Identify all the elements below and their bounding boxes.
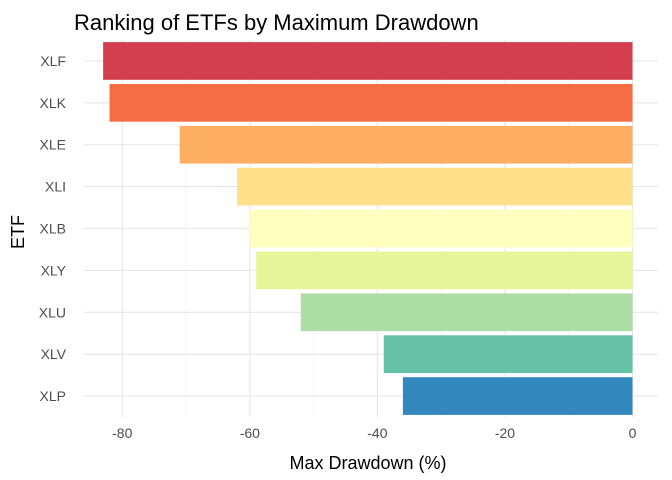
y-tick-label: XLB [40,221,66,237]
y-tick-labels: XLF XLK XLE XLI XLB XLY XLU XLV XLP [39,53,67,404]
bar-xlf [103,42,633,80]
y-tick-label: XLF [40,53,66,69]
bar-xlu [300,293,633,332]
y-tick-label: XLY [41,262,67,278]
x-tick-label: -80 [112,425,132,441]
bar-xlb [249,209,633,248]
y-tick-label: XLI [45,179,66,195]
bar-xli [237,167,633,206]
y-tick-label: XLP [40,388,66,404]
bar-xlk [109,83,633,122]
y-tick-label: XLV [41,346,67,362]
y-tick-label: XLE [40,137,66,153]
y-tick-label: XLK [40,95,67,111]
x-tick-label: -40 [367,425,387,441]
x-tick-labels: -80 -60 -40 -20 0 [112,425,636,441]
x-tick-label: -20 [495,425,515,441]
x-tick-label: -60 [240,425,260,441]
chart-title: Ranking of ETFs by Maximum Drawdown [74,10,479,35]
bar-xle [179,125,633,164]
bar-xly [256,251,633,290]
y-axis-title: ETF [8,215,28,249]
x-axis-title: Max Drawdown (%) [289,453,446,473]
bar-xlv [383,335,633,374]
x-tick-label: 0 [629,425,637,441]
bars-layer [103,42,633,415]
bar-xlp [402,377,633,415]
y-tick-label: XLU [39,304,66,320]
